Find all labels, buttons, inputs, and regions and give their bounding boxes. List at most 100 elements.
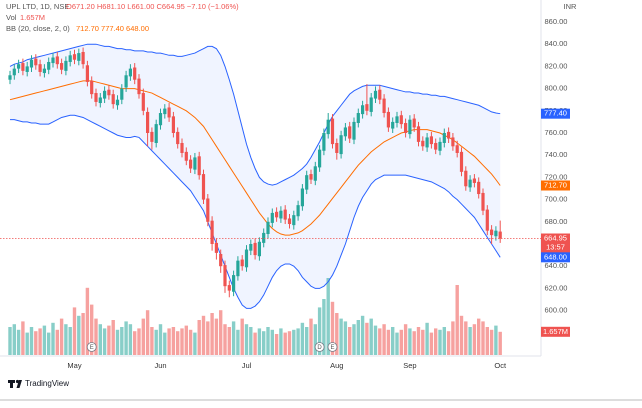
volume-bar (451, 321, 455, 355)
volume-bar (322, 299, 326, 355)
candle-body (352, 121, 356, 140)
candle-body (227, 285, 231, 291)
volume-bar (167, 328, 171, 355)
candle-body (343, 127, 347, 137)
volume-bar (8, 327, 12, 355)
candle-body (38, 64, 42, 72)
price-label: 664.95 (544, 233, 567, 242)
candle-body (150, 131, 154, 142)
volume-bar (214, 318, 219, 355)
ohlc-legend: O671.20 H681.10 L661.00 C664.95 −7.10 (−… (66, 2, 239, 11)
volume-bar (124, 321, 128, 355)
candle-body (81, 51, 85, 65)
volume-bar (141, 318, 145, 355)
volume-bar (391, 327, 395, 355)
candle-body (416, 126, 421, 142)
volume-bar (29, 327, 34, 355)
candle-body (90, 80, 94, 95)
volume-bar (494, 325, 498, 355)
candle-body (287, 218, 292, 225)
candle-body (399, 115, 403, 125)
candle-body (253, 242, 257, 256)
currency: INR (564, 2, 578, 11)
volume-bar (365, 322, 369, 355)
volume-bar (85, 287, 90, 355)
volume-bar (468, 327, 472, 355)
price-label: 712.70 (544, 180, 567, 189)
volume-bar (266, 327, 270, 355)
candle-body (494, 230, 498, 237)
volume-bar (111, 320, 115, 355)
candle-body (206, 198, 210, 222)
bb-fill (10, 44, 501, 309)
event-marker (86, 342, 97, 352)
x-tick-label: Sep (403, 361, 416, 370)
volume-bar (231, 321, 236, 355)
candle-body (438, 141, 442, 151)
candle-body (356, 113, 360, 124)
candle-body (339, 135, 343, 155)
candle-body (472, 178, 476, 183)
volume-bar (94, 318, 98, 355)
volume-bar (72, 307, 77, 355)
volume-bar (107, 325, 111, 355)
event-label: D (317, 345, 322, 351)
candle-body (244, 249, 249, 268)
candle-body (236, 260, 240, 277)
volume-bar (455, 285, 459, 355)
candle-body (189, 159, 193, 169)
candle-body (72, 54, 77, 60)
volume-bar (386, 329, 391, 355)
volume-bar (25, 332, 29, 355)
candle-body (8, 75, 12, 80)
candle-body (468, 179, 472, 188)
candle-body (60, 63, 64, 70)
candle-body (296, 205, 300, 217)
volume-bar (133, 331, 137, 355)
candle-body (391, 121, 395, 129)
volume-bar (16, 329, 21, 355)
volume-bar (184, 325, 188, 355)
volume-bar (348, 327, 352, 355)
volume-bar (102, 328, 107, 355)
candle-body (180, 142, 184, 153)
candle-body (322, 133, 326, 151)
candle-body (447, 131, 451, 139)
volume-bar (309, 318, 313, 355)
candle-body (434, 142, 438, 150)
volume-legend: Vol (6, 13, 17, 22)
volume-bar (339, 318, 343, 355)
volume-bar (253, 332, 257, 355)
volume-bar (305, 327, 309, 355)
volume-bar (425, 322, 429, 355)
volume-bar (434, 328, 438, 355)
volume-bar (12, 324, 16, 355)
x-tick-label: Aug (330, 361, 343, 370)
candle-body (94, 93, 98, 102)
volume-bar (352, 324, 356, 355)
volume-bar (279, 328, 283, 355)
candle-body (158, 113, 163, 126)
bb-upper (9, 43, 501, 186)
volume-bar (59, 318, 64, 355)
y-tick-label: 860.00 (545, 17, 568, 26)
candle-body (167, 107, 171, 118)
candle-body (477, 181, 481, 195)
volume-bar (489, 329, 494, 355)
candle-body (124, 75, 128, 88)
volume-bar (193, 332, 197, 355)
event-label: E (90, 345, 94, 351)
volume-bar (270, 329, 274, 355)
candle-body (395, 116, 399, 124)
y-tick-label: 700.00 (545, 195, 568, 204)
candle-body (451, 137, 455, 147)
candle-body (309, 174, 313, 180)
volume-bar (330, 301, 335, 355)
candle-body (42, 68, 46, 74)
candle-body (412, 118, 416, 128)
candle-body (17, 64, 21, 69)
candle-body (141, 93, 145, 111)
candle-body (373, 90, 378, 99)
candle-body (85, 65, 89, 82)
